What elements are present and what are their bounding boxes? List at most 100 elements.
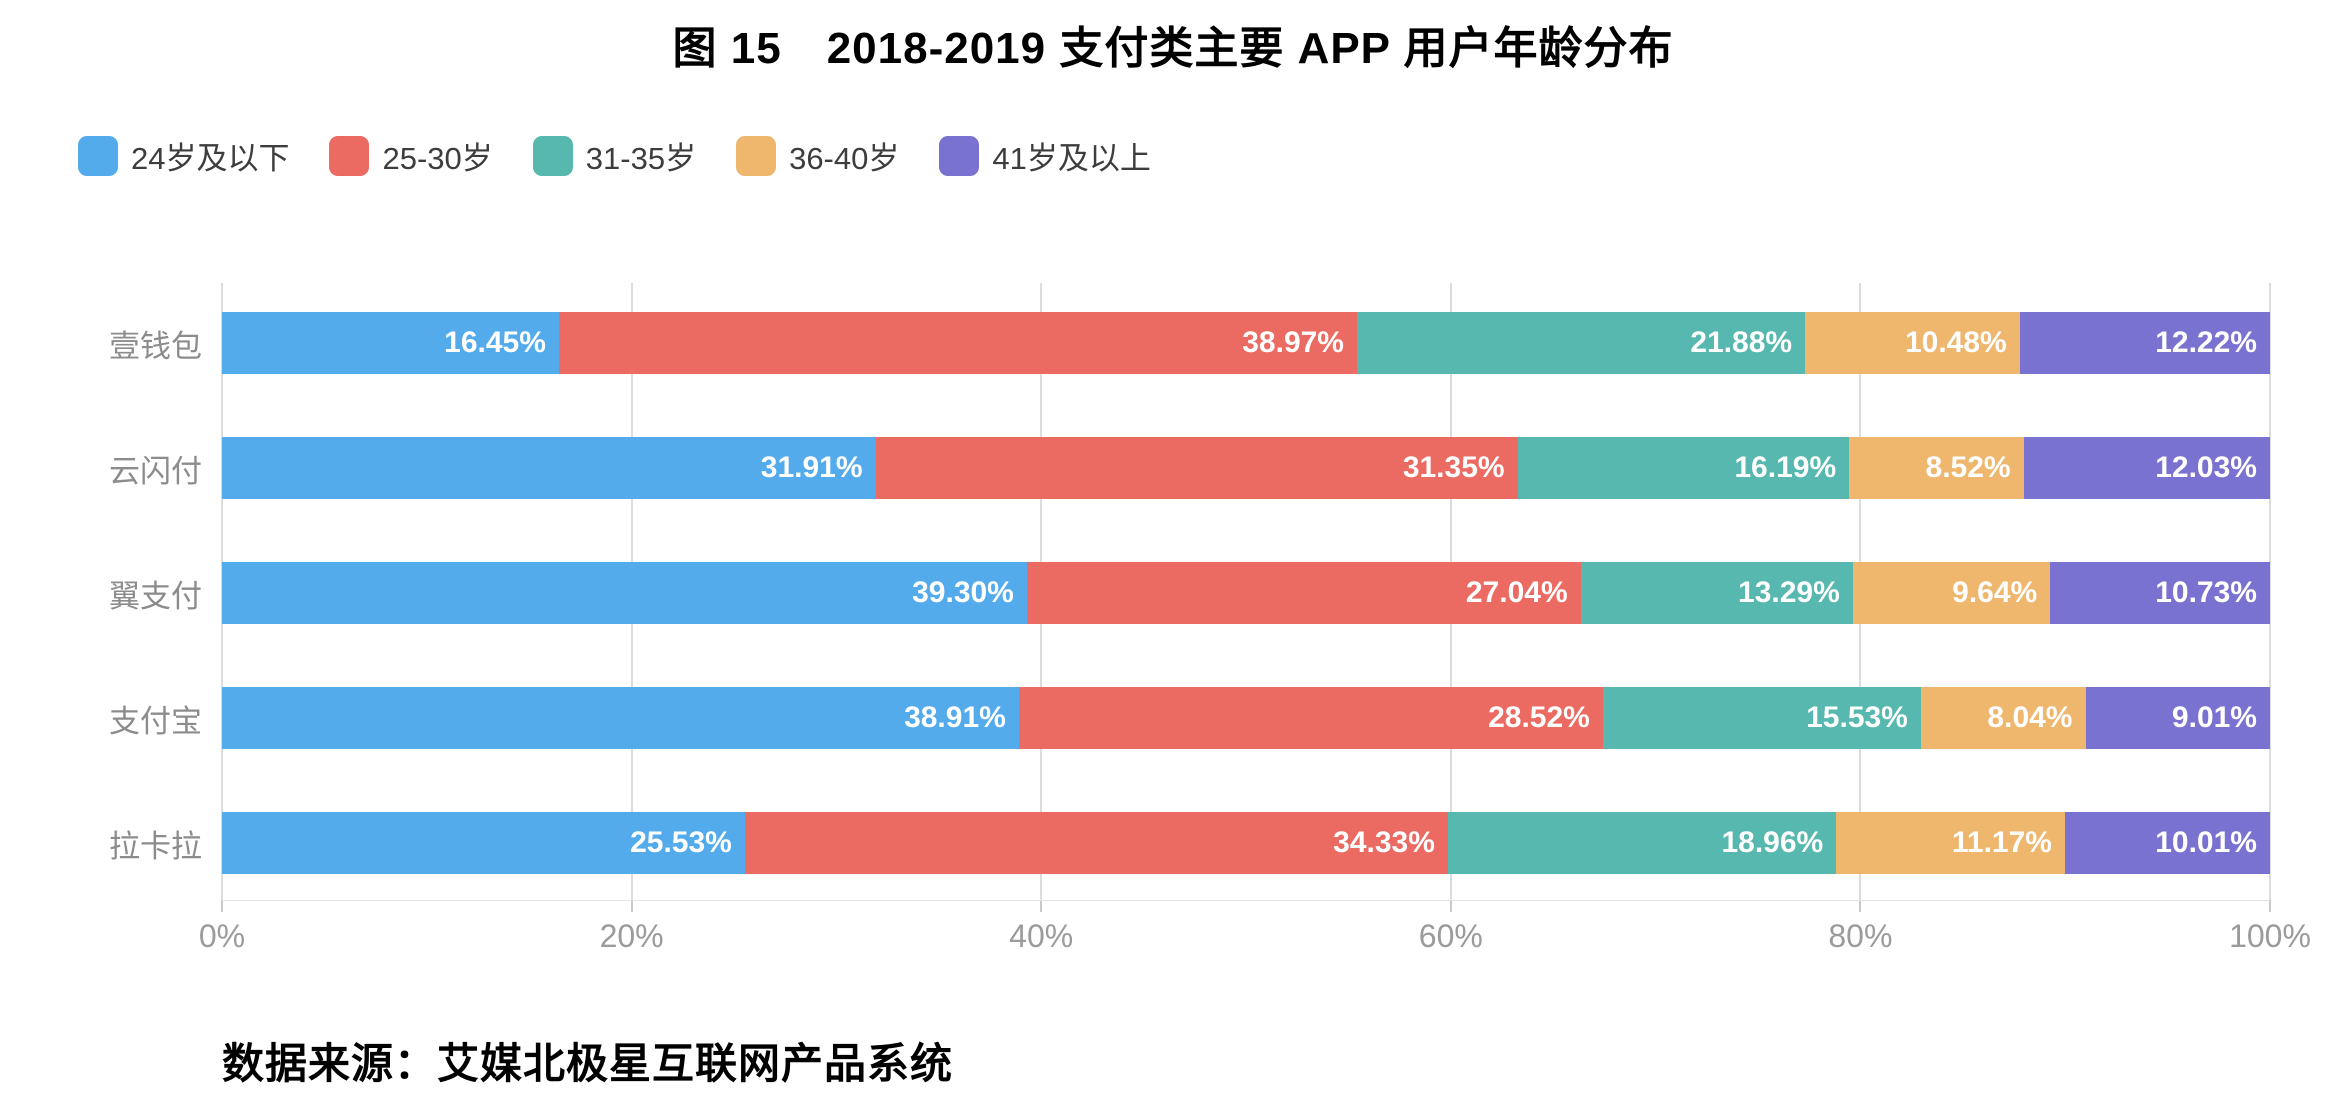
bar-value-label: 11.17% (1951, 826, 2052, 859)
bar-track: 38.91% 28.52% 15.53% 8.04% 9.01% (222, 687, 2270, 749)
bar-value-label: 16.19% (1734, 451, 1837, 484)
axis-tick (2269, 900, 2271, 912)
x-tick-label: 60% (1418, 918, 1483, 954)
bar-segment: 28.52% (1018, 687, 1603, 749)
bar-segment: 38.97% (558, 312, 1357, 374)
plot-rows: 壹钱包 16.45% 38.97% 21.88% 10.48% 12.22% 云闪付 31.9… (109, 312, 2270, 937)
legend-item-1: 25-30岁 (329, 133, 493, 178)
legend-swatch (532, 135, 573, 176)
axis-tick (1040, 900, 1043, 912)
bar-value-label: 9.64% (1952, 576, 2038, 609)
legend-item-3: 36-40岁 (736, 133, 899, 178)
bar-track: 31.91% 31.35% 16.19% 8.52% 12.03% (222, 437, 2270, 499)
legend-item-0: 24岁及以下 (78, 133, 289, 178)
legend-item-2: 31-35岁 (532, 133, 697, 178)
bar-segment: 31.91% (222, 437, 876, 499)
bar-value-label: 39.30% (912, 576, 1014, 609)
legend-label: 31-35岁 (585, 141, 697, 176)
bar-value-label: 8.52% (1925, 451, 2011, 484)
bar-value-label: 25.53% (630, 826, 732, 859)
axis-tick (221, 900, 223, 912)
row-label: 翼支付 (109, 578, 202, 614)
legend-swatch (78, 135, 118, 176)
x-axis: 0% 20% 40% 60% 80% 100% (199, 900, 2311, 960)
bar-segment: 16.19% (1517, 437, 1850, 499)
bar-value-label: 34.33% (1333, 826, 1435, 859)
legend-swatch (939, 135, 980, 176)
chart-title: 图 15 2018-2019 支付类主要 APP 用户年龄分布 (672, 24, 1674, 73)
legend-swatch (329, 135, 370, 176)
x-axis-line (222, 900, 2270, 901)
bar-segment: 10.48% (1805, 312, 2020, 374)
bar-segment: 21.88% (1356, 312, 1806, 374)
bar-segment: 9.64% (1852, 562, 2051, 624)
bar-segment: 12.22% (2019, 312, 2270, 374)
bar-value-label: 15.53% (1806, 701, 1908, 734)
chart-row: 翼支付 39.30% 27.04% 13.29% 9.64% 10.73% (109, 562, 2270, 687)
bar-value-label: 18.96% (1721, 826, 1824, 859)
bar-segment: 15.53% (1602, 687, 1921, 749)
bar-value-label: 31.35% (1402, 451, 1505, 484)
x-tick-label: 40% (1009, 918, 1074, 954)
legend-swatch (736, 135, 777, 176)
chart-row: 云闪付 31.91% 31.35% 16.19% 8.52% 12.03% (109, 437, 2270, 562)
bar-value-label: 13.29% (1738, 576, 1840, 609)
bar-segment: 34.33% (744, 812, 1448, 874)
plot-area: 壹钱包 16.45% 38.97% 21.88% 10.48% 12.22% 云闪付 31.9… (109, 283, 2271, 912)
bar-value-label: 8.04% (1987, 701, 2073, 734)
legend-label: 24岁及以下 (131, 141, 290, 176)
bar-segment: 11.17% (1836, 812, 2065, 874)
bar-segment: 13.29% (1580, 562, 1853, 624)
chart-row: 支付宝 38.91% 28.52% 15.53% 8.04% 9.01% (109, 687, 2270, 812)
bar-value-label: 21.88% (1690, 326, 1793, 359)
row-label: 支付宝 (109, 703, 202, 739)
axis-tick (1859, 900, 1862, 912)
bar-value-label: 10.01% (2155, 826, 2257, 859)
bar-track: 39.30% 27.04% 13.29% 9.64% 10.73% (222, 562, 2270, 624)
row-label: 拉卡拉 (109, 828, 202, 864)
bar-segment: 12.03% (2023, 437, 2270, 499)
bar-segment: 31.35% (875, 437, 1518, 499)
bar-value-label: 31.91% (760, 451, 863, 484)
legend-label: 41岁及以上 (992, 141, 1151, 176)
axis-tick (1449, 900, 1452, 912)
row-label: 云闪付 (109, 453, 202, 489)
bar-segment: 25.53% (222, 812, 745, 874)
bar-segment: 9.01% (2085, 687, 2270, 749)
bar-value-label: 10.73% (2155, 576, 2257, 609)
bar-segment: 8.04% (1920, 687, 2086, 749)
legend-label: 36-40岁 (789, 141, 900, 176)
chart-row: 拉卡拉 25.53% 34.33% 18.96% 11.17% 10.01% (109, 812, 2270, 937)
bar-segment: 27.04% (1026, 562, 1581, 624)
bar-segment: 16.45% (222, 312, 559, 374)
x-tick-label: 100% (2229, 918, 2311, 954)
bar-segment: 38.91% (222, 687, 1019, 749)
bar-value-label: 12.22% (2155, 326, 2257, 359)
x-tick-label: 80% (1828, 918, 1893, 954)
legend-label: 25-30岁 (382, 141, 493, 176)
x-tick-label: 20% (599, 918, 664, 954)
gridline (2269, 283, 2271, 900)
bar-value-label: 12.03% (2155, 451, 2257, 484)
bar-value-label: 10.48% (1904, 326, 2007, 359)
bar-segment: 10.01% (2064, 812, 2270, 874)
bar-segment: 8.52% (1849, 437, 2024, 499)
source-note: 数据来源：艾媒北极星互联网产品系统 (222, 1040, 954, 1087)
bar-track: 25.53% 34.33% 18.96% 11.17% 10.01% (222, 812, 2270, 874)
bar-value-label: 16.45% (444, 326, 546, 359)
bar-value-label: 9.01% (2171, 701, 2257, 734)
chart-row: 壹钱包 16.45% 38.97% 21.88% 10.48% 12.22% (109, 312, 2270, 437)
bar-segment: 39.30% (222, 562, 1027, 624)
bar-value-label: 27.04% (1465, 576, 1568, 609)
bar-value-label: 38.91% (904, 701, 1006, 734)
legend-item-4: 41岁及以上 (939, 133, 1151, 178)
bar-value-label: 28.52% (1488, 701, 1590, 734)
bar-segment: 18.96% (1447, 812, 1837, 874)
bar-value-label: 38.97% (1242, 326, 1344, 359)
bar-track: 16.45% 38.97% 21.88% 10.48% 12.22% (222, 312, 2270, 374)
axis-tick (630, 900, 633, 912)
legend: 24岁及以下 25-30岁 31-35岁 36-40岁 41岁及以上 (78, 133, 1151, 178)
bar-segment: 10.73% (2050, 562, 2270, 624)
row-label: 壹钱包 (109, 328, 202, 364)
